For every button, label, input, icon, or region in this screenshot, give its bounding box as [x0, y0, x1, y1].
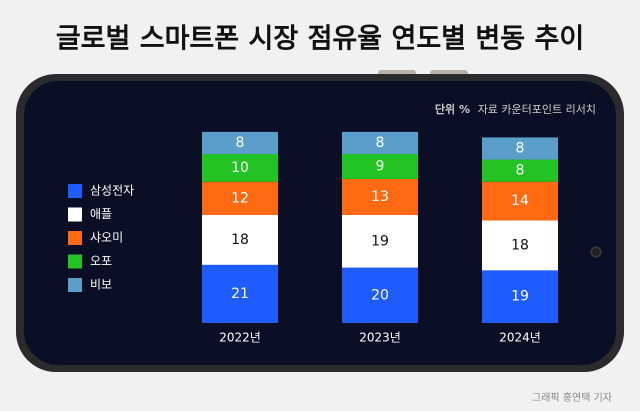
data-label: 19: [511, 289, 529, 305]
chart-title: 글로벌 스마트폰 시장 점유율 연도별 변동 추이: [56, 24, 584, 55]
bar-segment: [342, 214, 418, 268]
data-label: 18: [511, 237, 529, 253]
data-label: 20: [371, 287, 389, 303]
bar-segment: [202, 181, 278, 215]
data-label: 8: [236, 135, 245, 151]
data-label: 18: [231, 232, 249, 248]
data-label: 9: [376, 158, 385, 174]
legend-label: 애플: [90, 207, 112, 221]
data-label: 8: [516, 140, 525, 156]
legend-label: 비보: [90, 278, 112, 292]
bar-segment: [342, 267, 418, 323]
credit: 그래픽 홍연택 기자: [532, 391, 612, 404]
legend-label: 오포: [90, 254, 112, 268]
data-label: 8: [516, 163, 525, 179]
bar-segment: [482, 159, 558, 182]
x-tick-label: 2024년: [499, 331, 541, 345]
bar-segment: [482, 220, 558, 271]
data-label: 8: [376, 135, 385, 151]
legend-label: 삼성전자: [90, 184, 134, 198]
bar-segment: [342, 131, 418, 155]
data-label: 12: [231, 190, 249, 206]
bar-segment: [202, 131, 278, 155]
legend-swatch: [68, 254, 82, 269]
bar-segment: [202, 264, 278, 323]
legend-swatch: [68, 207, 82, 222]
x-tick-label: 2022년: [219, 331, 261, 345]
phone-screen: [24, 81, 616, 365]
bar-segment: [482, 137, 558, 160]
legend-swatch: [68, 278, 82, 292]
legend-label: 샤오미: [90, 231, 123, 245]
phone-camera: [590, 246, 602, 258]
data-label: 10: [231, 160, 249, 176]
unit-label: 단위 %: [435, 102, 470, 116]
data-label: 14: [511, 193, 529, 209]
bar-segment: [342, 154, 418, 179]
bar-segment: [202, 214, 278, 265]
data-label: 19: [371, 233, 389, 249]
bar-segment: [482, 270, 558, 323]
bar-segment: [342, 178, 418, 215]
legend-swatch: [68, 231, 82, 245]
source-label: 자료 카운터포인트 리서치: [478, 103, 596, 116]
bar-segment: [202, 154, 278, 182]
x-tick-label: 2023년: [359, 331, 401, 345]
legend-swatch: [68, 184, 82, 198]
bar-segment: [482, 181, 558, 221]
data-label: 13: [371, 189, 389, 205]
data-label: 21: [231, 286, 249, 302]
